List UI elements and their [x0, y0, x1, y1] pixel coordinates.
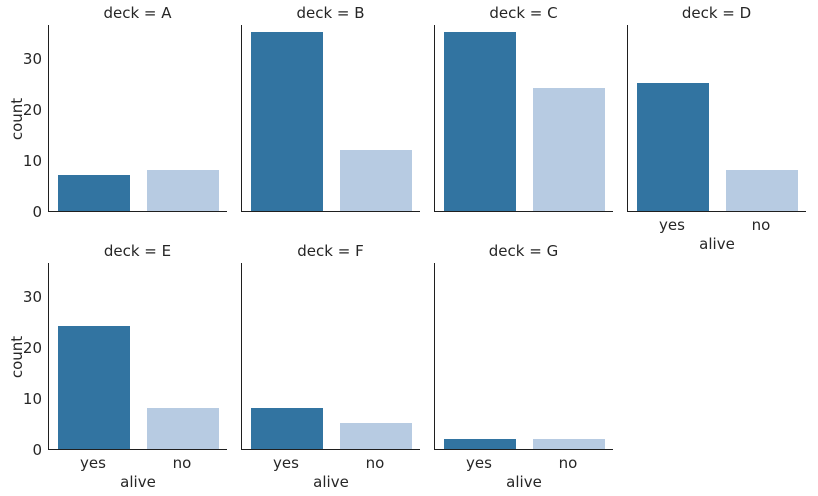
- facet-title: deck = C: [489, 4, 558, 22]
- facet-title: deck = E: [103, 242, 172, 260]
- bar-yes: [251, 32, 323, 211]
- x-tick-label: no: [365, 454, 385, 472]
- plot-area: [48, 25, 227, 212]
- plot-area: [434, 25, 613, 212]
- x-tick-label: yes: [80, 454, 106, 472]
- y-tick-label: 30: [22, 50, 42, 68]
- bar-no: [533, 88, 605, 211]
- plot-area: [241, 263, 420, 450]
- facet-title: deck = F: [297, 242, 364, 260]
- facet-title: deck = D: [681, 4, 752, 22]
- y-tick-label: 20: [22, 101, 42, 119]
- bar-yes: [58, 175, 130, 211]
- bar-yes: [637, 83, 709, 211]
- bar-no: [340, 423, 412, 449]
- bar-no: [147, 170, 219, 211]
- x-axis-label: alive: [699, 235, 735, 253]
- bar-yes: [58, 326, 130, 449]
- y-tick-label: 0: [32, 203, 42, 221]
- bar-no: [340, 150, 412, 211]
- plot-area: [434, 263, 613, 450]
- y-tick-label: 20: [22, 339, 42, 357]
- x-tick-label: no: [172, 454, 192, 472]
- x-axis-label: alive: [313, 473, 349, 491]
- x-tick-label: no: [751, 216, 771, 234]
- bar-no: [147, 408, 219, 449]
- y-tick-label: 10: [22, 390, 42, 408]
- y-tick-label: 10: [22, 152, 42, 170]
- x-axis-label: alive: [120, 473, 156, 491]
- x-tick-label: yes: [659, 216, 685, 234]
- facet-title: deck = B: [296, 4, 365, 22]
- y-tick-label: 0: [32, 441, 42, 459]
- plot-area: [241, 25, 420, 212]
- bar-no: [533, 439, 605, 449]
- bar-yes: [251, 408, 323, 449]
- x-tick-label: yes: [273, 454, 299, 472]
- x-tick-label: no: [558, 454, 578, 472]
- facet-title: deck = G: [488, 242, 559, 260]
- plot-area: [48, 263, 227, 450]
- y-axis-label: count: [8, 335, 26, 379]
- y-tick-label: 30: [22, 288, 42, 306]
- plot-area: [627, 25, 806, 212]
- bar-yes: [444, 439, 516, 449]
- y-axis-label: count: [8, 97, 26, 141]
- bar-no: [726, 170, 798, 211]
- x-tick-label: yes: [466, 454, 492, 472]
- x-axis-label: alive: [506, 473, 542, 491]
- bar-yes: [444, 32, 516, 211]
- facet-title: deck = A: [103, 4, 172, 22]
